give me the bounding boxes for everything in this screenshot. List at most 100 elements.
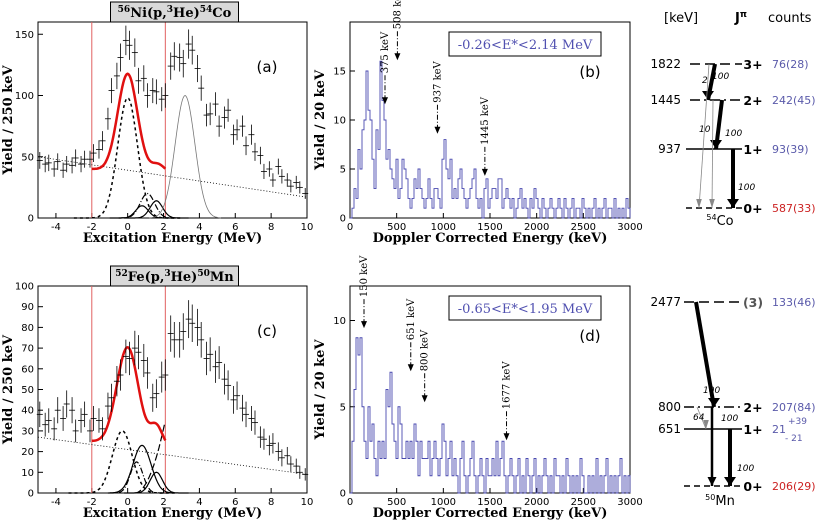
y-tick-label: 0 xyxy=(340,214,346,225)
x-tick-label: 0 xyxy=(347,222,353,233)
nucleus-label: 50Mn xyxy=(705,493,735,509)
nucleus-symbol: Mn xyxy=(715,494,734,509)
reaction-title-part: He) xyxy=(171,270,198,285)
level-energy: 1445 xyxy=(650,93,681,107)
x-tick-label: 2000 xyxy=(524,497,549,508)
background-curve xyxy=(37,156,308,198)
level-jpi: 1+ xyxy=(743,422,762,437)
branch-label: 100 xyxy=(712,72,729,82)
level-unit-header: [keV] xyxy=(664,11,698,26)
histogram xyxy=(350,60,631,219)
level-counts: 76(28) xyxy=(772,58,809,71)
peak-label: 150 keV xyxy=(359,255,370,297)
x-tick-label: 6 xyxy=(232,222,238,233)
x-tick-label: 0 xyxy=(347,497,353,508)
reaction-box xyxy=(110,265,239,287)
panel-label: (a) xyxy=(257,58,278,76)
component-rise xyxy=(134,424,165,494)
component-thin xyxy=(149,95,221,219)
level-energy: 1822 xyxy=(650,57,681,71)
gamma-arrow-head xyxy=(702,91,714,100)
fit-total xyxy=(91,72,167,171)
y-tick-label: 0 xyxy=(28,214,34,225)
peak-label: 937 keV xyxy=(432,60,443,102)
x-tick-label: 2000 xyxy=(524,222,549,233)
gamma-arrow-head xyxy=(724,477,736,486)
nucleus-symbol: Co xyxy=(717,214,734,229)
peak-arrow-head xyxy=(407,364,414,372)
branch-label: 100 xyxy=(737,464,754,474)
peak-annotation: 800 keV xyxy=(420,329,431,403)
reaction-title-part: 3 xyxy=(167,5,173,15)
energy-window-box xyxy=(448,31,602,57)
y-tick-label: 10 xyxy=(333,116,346,127)
reaction-box xyxy=(110,1,239,23)
level-energy: 937 xyxy=(658,142,681,156)
peak-arrow-head xyxy=(382,97,388,105)
level-jpi: (3) xyxy=(743,295,763,310)
level-counts-err-down: - 21 xyxy=(785,434,803,444)
y-tick-label: 5 xyxy=(340,402,346,413)
level-energy: 651 xyxy=(658,422,681,436)
nucleus-label: 54Co xyxy=(706,213,733,229)
level-scheme-co: [keV] Jπ counts 1822 3+ 76(28) 1445 2+ 242(45) 93… xyxy=(650,10,815,229)
panel-label: (c) xyxy=(257,322,277,340)
x-tick-label: 500 xyxy=(387,497,406,508)
x-tick-label: 10 xyxy=(301,222,314,233)
level-energy: 2477 xyxy=(650,295,681,309)
peak-arrow-head xyxy=(421,395,428,403)
x-tick-label: 10 xyxy=(301,497,314,508)
y-tick-label: 20 xyxy=(21,447,34,458)
y-tick-label: 5 xyxy=(340,165,346,176)
level-counts-err-up: +39 xyxy=(788,417,807,427)
x-tick-label: 2 xyxy=(160,222,166,233)
y-axis-label: Yield / 250 keV xyxy=(1,334,16,445)
peak-annotation: 651 keV xyxy=(406,298,417,372)
peak-arrow-head xyxy=(481,168,488,176)
level-jpi: 1+ xyxy=(743,142,762,157)
x-axis-label: Doppler Corrected Energy (keV) xyxy=(373,506,608,521)
peak-label: 1677 keV xyxy=(502,361,513,410)
level-jpi: 2+ xyxy=(743,93,762,108)
y-tick-label: 10 xyxy=(21,468,34,479)
y-tick-label: 80 xyxy=(21,323,34,334)
peak-annotation: 150 keV xyxy=(359,255,370,329)
y-tick-label: 100 xyxy=(15,282,34,293)
reaction-title-part: 50 xyxy=(197,269,210,279)
fit-total xyxy=(91,345,167,443)
y-tick-label: 50 xyxy=(21,152,34,163)
x-tick-label: 8 xyxy=(268,222,274,233)
panel-d: 0 500 1000 1500 2000 2500 3000 0 5 10 Doppler Corr… xyxy=(313,255,643,521)
plot-frame xyxy=(37,285,308,494)
x-tick-label: 2500 xyxy=(571,222,596,233)
level-counts: 242(45) xyxy=(772,94,816,107)
component-small xyxy=(124,471,189,494)
component-small xyxy=(109,444,175,494)
branch-label: 10 xyxy=(699,125,711,135)
component-main xyxy=(68,430,177,494)
peak-arrow-head xyxy=(394,53,401,61)
level-counts: 206(29) xyxy=(772,480,816,493)
reaction-title-part: Co xyxy=(212,6,231,21)
peak-annotation: 937 keV xyxy=(432,60,443,134)
gamma-arrow-head xyxy=(708,398,720,407)
x-tick-label: 0 xyxy=(124,222,130,233)
branch-label: 2 xyxy=(702,76,708,86)
peak-label: 651 keV xyxy=(406,298,417,340)
x-tick-label: 1500 xyxy=(477,497,502,508)
y-tick-label: 50 xyxy=(21,385,34,396)
reaction-title-part: Fe(p, xyxy=(128,270,165,285)
reaction-header-c: 52Fe(p,3He)50Mn xyxy=(110,265,239,287)
reaction-title-part: 3 xyxy=(164,269,170,279)
x-tick-label: 1000 xyxy=(431,222,456,233)
peak-label: 375 keV xyxy=(380,31,391,73)
peak-arrow-head xyxy=(503,433,510,441)
panel-label: (b) xyxy=(579,63,600,81)
panel-b: 0 500 1000 1500 2000 2500 3000 0 5 10 15 Doppler Co… xyxy=(313,0,643,246)
histogram xyxy=(350,337,631,494)
x-tick-label: 3000 xyxy=(617,497,642,508)
peak-label: 800 keV xyxy=(420,329,431,371)
x-tick-label: 4 xyxy=(196,497,202,508)
level-jpi: 0+ xyxy=(743,201,762,216)
y-axis-label: Yield / 250 keV xyxy=(1,65,16,176)
